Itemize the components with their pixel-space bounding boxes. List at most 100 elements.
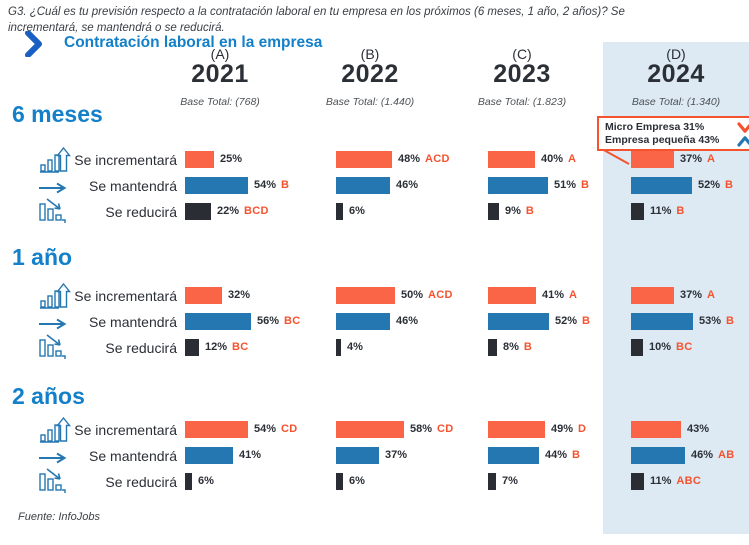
chevron-up-icon — [737, 134, 749, 147]
bar-value-label: 49% — [551, 423, 574, 435]
bar-value-label: 9% — [505, 205, 521, 217]
column-year-2024: 2024 — [647, 60, 705, 88]
bar-value-label: 6% — [198, 475, 214, 487]
bar-value-label: 10% — [649, 341, 672, 353]
significance-letters: D — [578, 423, 587, 435]
significance-letters: B — [572, 449, 581, 461]
bar-value-label: 6% — [349, 205, 365, 217]
bar-value-group: 37% A — [680, 153, 715, 165]
section-heading-2: 2 años — [12, 383, 85, 409]
bar-value-label: 41% — [239, 449, 262, 461]
bar-man — [631, 177, 692, 194]
bar-value-group: 10% BC — [649, 341, 693, 353]
bar-red — [336, 203, 343, 220]
row-label-2: Se reducirá — [105, 340, 177, 356]
bar-red — [336, 339, 341, 356]
bar-value-group: 11% B — [650, 205, 685, 217]
bar-man — [185, 177, 248, 194]
bar-inc — [185, 287, 222, 304]
significance-letters: ACD — [425, 153, 450, 165]
significance-letters: ABC — [676, 475, 702, 487]
bar-value-label: 46% — [396, 315, 419, 327]
significance-letters: A — [568, 153, 577, 165]
arrow-right-icon — [38, 181, 68, 199]
bar-value-label: 40% — [541, 153, 564, 165]
bar-value-group: 37% A — [680, 289, 715, 301]
bar-value-group: 43% — [687, 423, 709, 435]
bar-value-label: 51% — [554, 179, 577, 191]
bar-value-group: 52% B — [555, 315, 590, 327]
bar-inc — [488, 421, 545, 438]
bar-value-label: 37% — [385, 449, 408, 461]
row-label-1: Se mantendrá — [89, 448, 177, 464]
significance-letters: B — [281, 179, 290, 191]
row-label-0: Se incrementará — [74, 152, 177, 168]
row-label-0: Se incrementará — [74, 422, 177, 438]
bar-value-label: 54% — [254, 179, 277, 191]
row-label-2: Se reducirá — [105, 474, 177, 490]
bar-red — [185, 203, 211, 220]
bar-man — [488, 447, 539, 464]
section-heading-0: 6 meses — [12, 101, 103, 127]
significance-letters: B — [581, 179, 590, 191]
bar-red — [631, 473, 644, 490]
bar-man — [631, 447, 685, 464]
bar-red — [488, 203, 499, 220]
trend-down-bars-icon — [38, 197, 68, 230]
bar-value-label: 43% — [687, 423, 710, 435]
bar-value-label: 4% — [347, 341, 363, 353]
column-letter-2021: (A) — [210, 46, 230, 62]
bar-value-label: 25% — [220, 153, 243, 165]
significance-letters: B — [726, 315, 735, 327]
bar-inc — [185, 151, 214, 168]
bar-value-group: 53% B — [699, 315, 734, 327]
column-year-2023: 2023 — [493, 60, 551, 88]
bar-value-label: 46% — [396, 179, 419, 191]
bar-value-group: 25% — [220, 153, 242, 165]
significance-letters: BC — [284, 315, 301, 327]
row-label-1: Se mantendrá — [89, 314, 177, 330]
bar-value-group: 7% — [502, 475, 518, 487]
bar-inc — [631, 287, 674, 304]
column-year-2021: 2021 — [191, 60, 249, 88]
significance-letters: B — [725, 179, 734, 191]
section-heading-1: 1 año — [12, 244, 73, 270]
bar-value-label: 41% — [542, 289, 565, 301]
trend-down-bars-icon — [38, 333, 68, 366]
significance-letters: BC — [676, 341, 693, 353]
column-letter-2024: (D) — [666, 46, 686, 62]
bar-value-group: 32% — [228, 289, 250, 301]
bar-value-group: 48% ACD — [398, 153, 450, 165]
trend-up-bars-icon — [38, 146, 72, 179]
bar-value-group: 40% A — [541, 153, 576, 165]
micro-empresa-label: Micro Empresa 31% — [605, 121, 705, 133]
significance-letters: CD — [281, 423, 298, 435]
bar-man — [336, 447, 379, 464]
column-letter-2022: (B) — [360, 46, 380, 62]
column-letter-2023: (C) — [512, 46, 532, 62]
arrow-right-icon — [38, 317, 68, 335]
bar-value-label: 52% — [698, 179, 721, 191]
significance-letters: BC — [232, 341, 249, 353]
significance-letters: B — [582, 315, 591, 327]
bar-value-label: 46% — [691, 449, 714, 461]
trend-up-bars-icon — [38, 416, 72, 449]
row-label-1: Se mantendrá — [89, 178, 177, 194]
bar-value-label: 12% — [205, 341, 228, 353]
bar-red — [488, 339, 497, 356]
bar-value-group: 11% ABC — [650, 475, 701, 487]
significance-letters: A — [707, 289, 716, 301]
bar-value-label: 11% — [650, 475, 672, 487]
bar-value-label: 32% — [228, 289, 251, 301]
bar-man — [488, 177, 548, 194]
bar-value-label: 53% — [699, 315, 722, 327]
bar-value-label: 6% — [349, 475, 365, 487]
survey-question-text: G3. ¿Cuál es tu previsión respecto a la … — [8, 6, 625, 34]
chevron-right-icon — [24, 30, 44, 58]
bar-inc — [488, 287, 536, 304]
significance-letters: A — [707, 153, 716, 165]
bar-inc — [488, 151, 535, 168]
bar-red — [631, 203, 644, 220]
bar-value-group: 58% CD — [410, 423, 454, 435]
